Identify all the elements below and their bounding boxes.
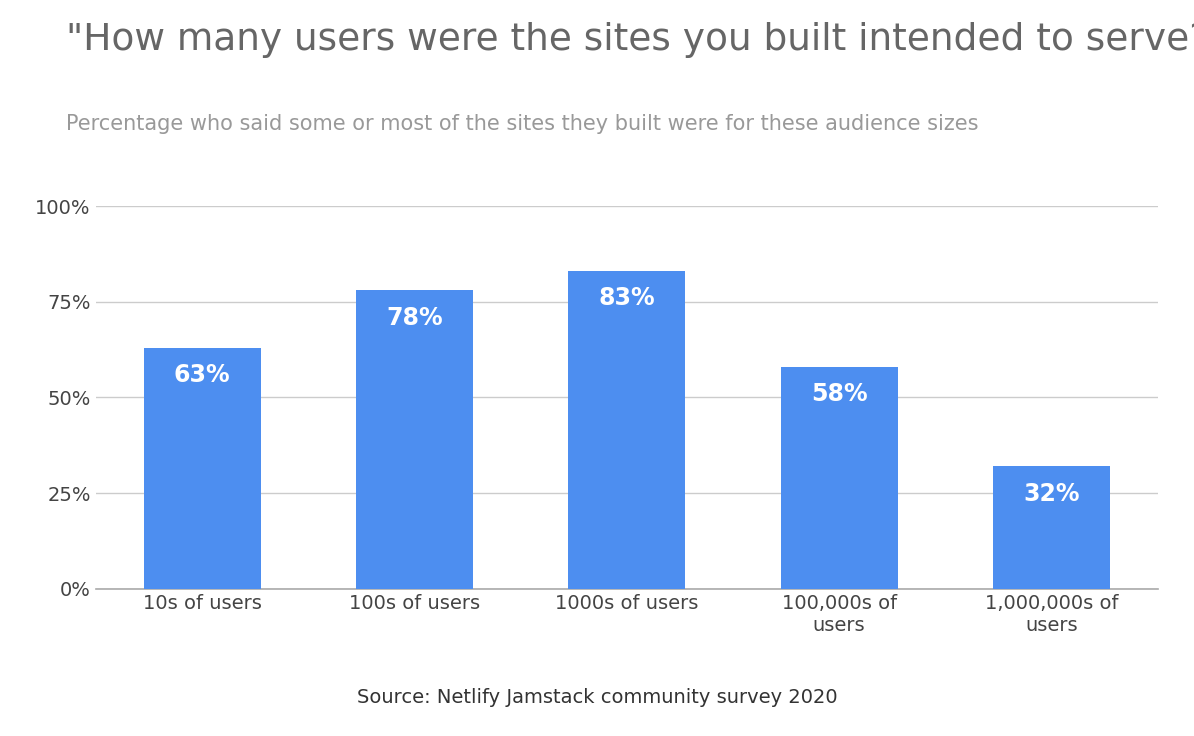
Text: 32%: 32% [1023,481,1079,506]
Bar [143,347,260,589]
Bar [356,290,473,589]
Text: 78%: 78% [386,305,443,330]
Text: Percentage who said some or most of the sites they built were for these audience: Percentage who said some or most of the … [66,114,978,134]
Text: 83%: 83% [598,286,656,311]
Bar [781,367,898,589]
Text: Source: Netlify Jamstack community survey 2020: Source: Netlify Jamstack community surve… [357,687,837,707]
Text: 58%: 58% [811,382,868,406]
Text: "How many users were the sites you built intended to serve?": "How many users were the sites you built… [66,22,1194,58]
Text: 63%: 63% [174,363,230,387]
Bar [568,271,685,589]
Bar [993,467,1110,589]
